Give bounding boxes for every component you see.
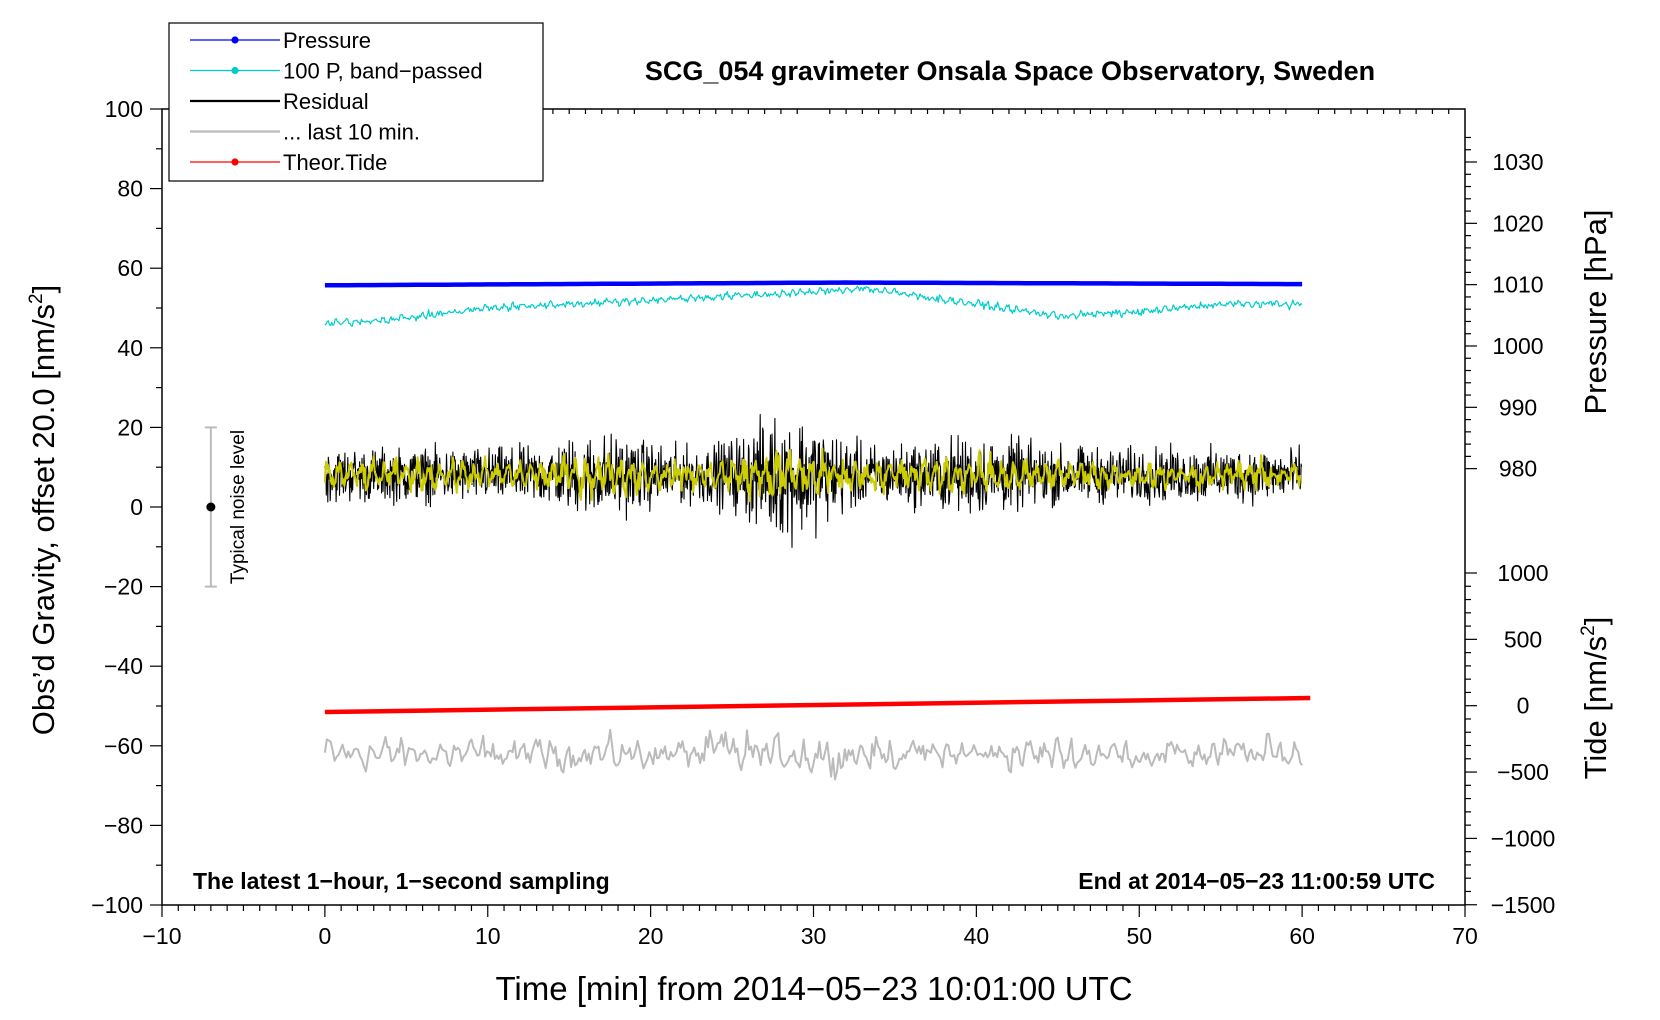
y-axis-label-tide: Tide [nm/s2] (1578, 617, 1613, 780)
pressure-tick-label: 1010 (1492, 272, 1543, 298)
y-tick-label: 100 (105, 96, 143, 122)
legend-marker (231, 36, 239, 44)
series-residual-smoothed (323, 447, 1302, 503)
tide-tick-label: 1000 (1497, 560, 1548, 586)
pressure-tick-label: 1030 (1492, 149, 1543, 175)
pressure-tick-label: 1020 (1492, 210, 1543, 236)
pressure-tick-label: 1000 (1492, 333, 1543, 359)
y-axis-label-left-sup: 2 (26, 293, 47, 304)
y-tick-label: 20 (117, 414, 143, 440)
y-axis-label-left-main: Obs’d Gravity, offset 20.0 [nm/s (26, 304, 61, 735)
y-axis-label-pressure: Pressure [hPa] (1578, 209, 1613, 414)
x-tick-label: 20 (638, 923, 664, 949)
tide-tick-label: −1000 (1491, 825, 1556, 851)
legend-label: ... last 10 min. (283, 120, 420, 145)
x-tick-label: 40 (964, 923, 990, 949)
noise-label: Typical noise level (228, 430, 249, 584)
x-tick-label: 70 (1452, 923, 1478, 949)
x-tick-label: 50 (1126, 923, 1152, 949)
legend-label: Theor.Tide (283, 150, 387, 175)
tide-tick-label: −500 (1497, 759, 1549, 785)
legend-marker (231, 66, 239, 75)
plot-frame (161, 108, 1466, 906)
legend: Pressure 100 P, band−passed Residual ... la… (168, 22, 544, 182)
y-tick-label: 60 (117, 255, 143, 281)
tide-tick-label: −1500 (1491, 892, 1556, 918)
tide-tick-label: 500 (1504, 626, 1542, 652)
y-tick-label: −20 (104, 574, 143, 600)
x-tick-label: 0 (318, 923, 331, 949)
x-tick-label: −10 (142, 923, 181, 949)
legend-marker (231, 158, 239, 166)
annotation-right: End at 2014−05−23 11:00:59 UTC (1078, 868, 1435, 894)
chart-title: SCG_054 gravimeter Onsala Space Observat… (645, 56, 1375, 86)
y-tick-label: −100 (91, 892, 143, 918)
pressure-tick-label: 980 (1499, 456, 1537, 482)
series-last-10-min (323, 728, 1303, 781)
axis-ticks: −10 0 10 20 30 40 50 60 70100806040200−20−40−60−… (91, 96, 1555, 949)
legend-label: 100 P, band−passed (283, 59, 483, 84)
series-theor-tide (324, 695, 1311, 715)
series-pressure (324, 280, 1303, 288)
y-axis-label-tide-main: Tide [nm/s (1578, 636, 1613, 780)
noise-level-indicator: Typical noise level (204, 426, 249, 588)
x-tick-label: 30 (801, 923, 827, 949)
legend-label: Residual (283, 89, 369, 114)
x-tick-label: 60 (1289, 923, 1315, 949)
tide-tick-label: 0 (1517, 693, 1530, 719)
y-tick-label: −60 (104, 733, 143, 759)
y-tick-label: 80 (117, 176, 143, 202)
y-tick-label: −40 (104, 653, 143, 679)
y-tick-label: 0 (130, 494, 143, 520)
y-tick-label: −80 (104, 812, 143, 838)
series-pressure-bandpassed (324, 285, 1303, 327)
series-layer (323, 280, 1311, 781)
noise-center-dot (206, 502, 216, 512)
legend-label: Pressure (283, 28, 371, 53)
y-axis-label-left: Obs’d Gravity, offset 20.0 [nm/s2] (26, 285, 61, 736)
annotation-left: The latest 1−hour, 1−second sampling (193, 868, 610, 894)
pressure-tick-label: 990 (1499, 394, 1537, 420)
x-tick-label: 10 (475, 923, 501, 949)
y-tick-label: 40 (117, 335, 143, 361)
y-axis-label-left-tail: ] (26, 285, 61, 294)
y-axis-label-tide-tail: ] (1578, 617, 1613, 626)
y-axis-label-tide-sup: 2 (1578, 625, 1599, 636)
x-axis-label: Time [min] from 2014−05−23 10:01:00 UTC (495, 970, 1132, 1007)
